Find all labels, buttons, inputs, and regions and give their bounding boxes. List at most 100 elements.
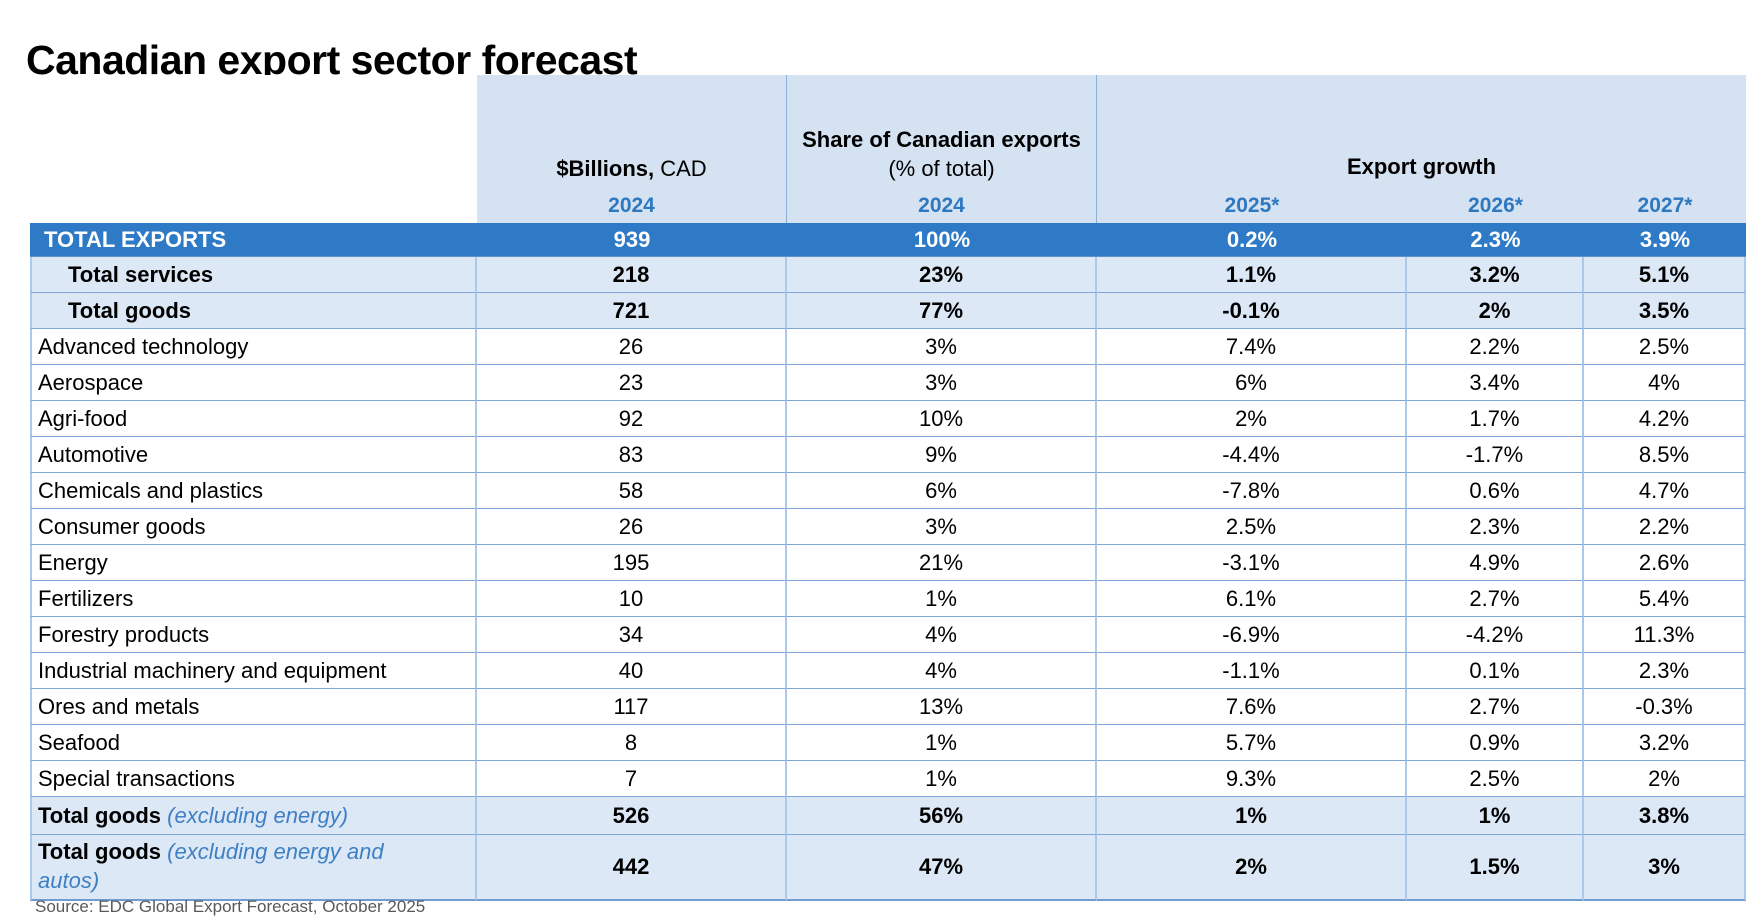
row-label: Ores and metals [30,689,477,725]
table-row: Advanced technology 26 3% 7.4% 2.2% 2.5% [30,329,1746,365]
cell-value: 83 [477,437,787,473]
row-label: Total goods [30,293,477,329]
cell-value: -0.1% [1097,293,1407,329]
cell-value: -6.9% [1097,617,1407,653]
row-label: Automotive [30,437,477,473]
cell-value: 526 [477,797,787,835]
table-row: Total goods 721 77% -0.1% 2% 3.5% [30,293,1746,329]
cell-value: 26 [477,329,787,365]
cell-value: 5.7% [1097,725,1407,761]
cell-value: 2% [1584,761,1746,797]
billions-regular-text: CAD [654,156,707,181]
table-row: Consumer goods 26 3% 2.5% 2.3% 2.2% [30,509,1746,545]
cell-value: 3.2% [1584,725,1746,761]
col-header-share: Share of Canadian exports (% of total) [787,75,1097,188]
table-body: TOTAL EXPORTS 939 100% 0.2% 2.3% 3.9% Total se… [30,223,1746,901]
cell-value: -0.3% [1584,689,1746,725]
cell-value: 2.2% [1407,329,1584,365]
billions-bold-text: $Billions, [556,156,655,181]
cell-value: 2% [1407,293,1584,329]
cell-value: 5.4% [1584,581,1746,617]
cell-value: 1% [1097,797,1407,835]
cell-value: 2% [1097,835,1407,901]
cell-value: 11.3% [1584,617,1746,653]
table-header: $Billions, CAD Share of Canadian exports… [30,75,1746,223]
cell-value: 23% [787,257,1097,293]
cell-value: -3.1% [1097,545,1407,581]
cell-value: 3.8% [1584,797,1746,835]
cell-value: 4.7% [1584,473,1746,509]
cell-value: 2.3% [1407,223,1584,257]
table-row: Special transactions 7 1% 9.3% 2.5% 2% [30,761,1746,797]
row-label: Seafood [30,725,477,761]
cell-value: 1.1% [1097,257,1407,293]
cell-value: -7.8% [1097,473,1407,509]
cell-value: -4.2% [1407,617,1584,653]
cell-value: 6% [787,473,1097,509]
row-label: Total goods (excluding energy and autos) [30,835,477,901]
cell-value: 3.2% [1407,257,1584,293]
header-year-row: 2024 2024 2025* 2026* 2027* [30,188,1746,223]
row-label-italic: (excluding energy and autos) [38,839,384,893]
row-label: Total goods (excluding energy) [30,797,477,835]
cell-value: 117 [477,689,787,725]
row-label: Industrial machinery and equipment [30,653,477,689]
row-label-italic: (excluding energy) [161,802,349,828]
cell-value: 10 [477,581,787,617]
cell-value: 10% [787,401,1097,437]
cell-value: 2.7% [1407,581,1584,617]
table-row: Agri-food 92 10% 2% 1.7% 4.2% [30,401,1746,437]
row-label: Total services [30,257,477,293]
cell-value: 26 [477,509,787,545]
cell-value: 2.2% [1584,509,1746,545]
cell-value: 2.3% [1407,509,1584,545]
row-label: Consumer goods [30,509,477,545]
year-header-share-2024: 2024 [787,188,1097,223]
cell-value: 7 [477,761,787,797]
cell-value: 218 [477,257,787,293]
header-title-row: $Billions, CAD Share of Canadian exports… [30,75,1746,188]
cell-value: 3.4% [1407,365,1584,401]
table-row: Total services 218 23% 1.1% 3.2% 5.1% [30,257,1746,293]
cell-value: 8.5% [1584,437,1746,473]
cell-value: 77% [787,293,1097,329]
table-row: Seafood 8 1% 5.7% 0.9% 3.2% [30,725,1746,761]
share-title-line2: (% of total) [888,156,995,182]
col-header-billions: $Billions, CAD [477,75,787,188]
cell-value: 92 [477,401,787,437]
table-row: Industrial machinery and equipment 40 4% -1… [30,653,1746,689]
cell-value: 1.7% [1407,401,1584,437]
cell-value: 4% [1584,365,1746,401]
cell-value: 3% [787,329,1097,365]
table-row: TOTAL EXPORTS 939 100% 0.2% 2.3% 3.9% [30,223,1746,257]
table-row: Total goods (excluding energy) 526 56% 1% 1%… [30,797,1746,835]
cell-value: 3% [787,365,1097,401]
year-header-2026: 2026* [1407,188,1584,223]
row-label-bold: Total goods [38,839,162,865]
cell-value: 56% [787,797,1097,835]
table-row: Total goods (excluding energy and autos)… [30,835,1746,901]
cell-value: 21% [787,545,1097,581]
cell-value: 442 [477,835,787,901]
cell-value: 0.1% [1407,653,1584,689]
cell-value: -1.7% [1407,437,1584,473]
cell-value: 939 [477,223,787,257]
cell-value: -1.1% [1097,653,1407,689]
cell-value: 4.2% [1584,401,1746,437]
row-label: Aerospace [30,365,477,401]
cell-value: 3% [787,509,1097,545]
cell-value: 1% [1407,797,1584,835]
cell-value: 9.3% [1097,761,1407,797]
cell-value: 6% [1097,365,1407,401]
cell-value: -4.4% [1097,437,1407,473]
cell-value: 5.1% [1584,257,1746,293]
table-row: Forestry products 34 4% -6.9% -4.2% 11.3% [30,617,1746,653]
cell-value: 2.7% [1407,689,1584,725]
row-label: Energy [30,545,477,581]
cell-value: 0.6% [1407,473,1584,509]
row-label: Advanced technology [30,329,477,365]
cell-value: 3.9% [1584,223,1746,257]
header-blank-cell [30,188,477,223]
cell-value: 4% [787,617,1097,653]
row-label: Chemicals and plastics [30,473,477,509]
